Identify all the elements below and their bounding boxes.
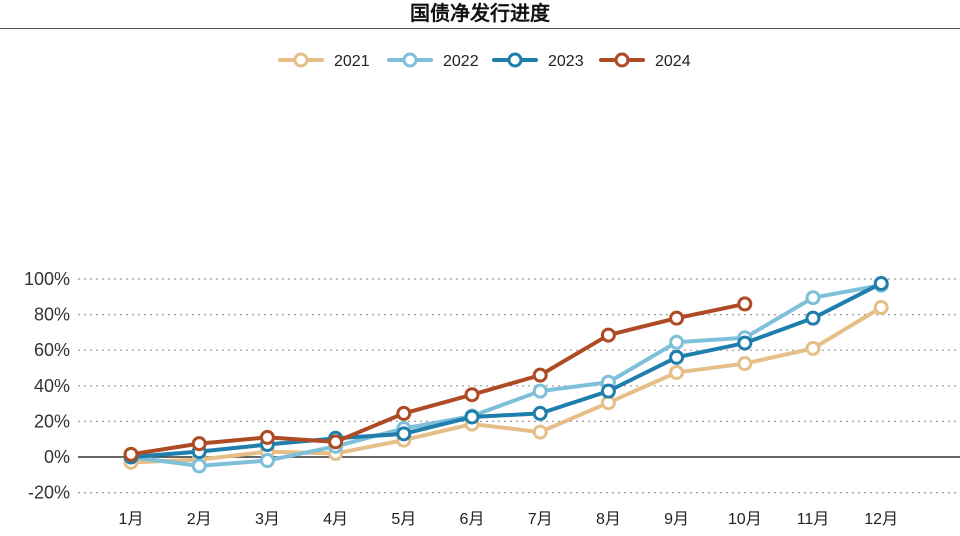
axis-layer: 100% 80% 60% 40% 20% 0% -20% 1月 2月 3月 4月 5月 6月 7月 8月 9月…: [24, 269, 898, 528]
legend-label: 2023: [548, 53, 584, 70]
x-tick-label: 10月: [728, 511, 762, 528]
data-point-2021: [532, 424, 548, 440]
series-layer: [123, 275, 889, 474]
data-point-2023: [396, 426, 412, 442]
legend-item-2021: 2021: [278, 52, 370, 70]
data-point-2023: [464, 409, 480, 425]
series-2024: [123, 296, 753, 462]
x-tick-label: 7月: [528, 511, 553, 528]
data-point-2022: [191, 458, 207, 474]
legend-marker-2023: [507, 52, 523, 68]
data-point-2024: [464, 387, 480, 403]
data-point-2022: [259, 453, 275, 469]
series-2022: [123, 277, 889, 474]
legend-marker-2021: [293, 52, 309, 68]
series-line-2024: [129, 301, 747, 457]
legend-item-2022: 2022: [387, 52, 479, 70]
data-point-2023: [669, 349, 685, 365]
data-point-2024: [737, 296, 753, 312]
data-point-2023: [737, 335, 753, 351]
y-tick-label: 0%: [44, 447, 70, 467]
y-tick-label: 40%: [34, 376, 70, 396]
x-tick-label: 2月: [187, 511, 212, 528]
data-point-2023: [805, 310, 821, 326]
x-tick-label: 8月: [596, 511, 621, 528]
data-point-2024: [191, 436, 207, 452]
x-tick-label: 3月: [255, 511, 280, 528]
x-tick-label: 11月: [797, 511, 830, 528]
data-point-2024: [532, 367, 548, 383]
legend-marker-2022: [402, 52, 418, 68]
x-tick-label: 9月: [664, 511, 689, 528]
legend-label: 2024: [655, 53, 691, 70]
data-point-2022: [669, 334, 685, 350]
series-line-2023: [129, 281, 884, 459]
data-point-2021: [737, 356, 753, 372]
data-point-2024: [123, 446, 139, 462]
data-point-2023: [532, 405, 548, 421]
legend-marker-2024: [614, 52, 630, 68]
data-point-2023: [600, 383, 616, 399]
legend-item-2024: 2024: [599, 52, 691, 70]
title-divider: [0, 28, 960, 29]
legend: 2021 2022 2023 2024: [278, 52, 691, 70]
y-tick-label: 20%: [34, 411, 70, 431]
data-point-2022: [532, 383, 548, 399]
data-point-2021: [669, 364, 685, 380]
data-point-2021: [805, 340, 821, 356]
x-tick-label: 6月: [460, 511, 485, 528]
x-tick-label: 1月: [119, 511, 144, 528]
legend-label: 2022: [443, 53, 479, 70]
data-point-2023: [873, 275, 889, 291]
series-line-2021: [129, 305, 884, 465]
chart-title: 国债净发行进度: [410, 1, 550, 25]
data-point-2021: [873, 299, 889, 315]
legend-item-2023: 2023: [492, 52, 584, 70]
y-tick-label: 80%: [34, 305, 70, 325]
y-tick-label: -20%: [28, 483, 70, 503]
x-tick-label: 12月: [864, 511, 898, 528]
x-tick-label: 5月: [391, 511, 416, 528]
x-tick-label: 4月: [323, 511, 348, 528]
data-point-2022: [805, 290, 821, 306]
data-point-2024: [328, 434, 344, 450]
data-point-2024: [669, 310, 685, 326]
y-tick-label: 60%: [34, 340, 70, 360]
series-2023: [123, 275, 889, 465]
legend-label: 2021: [334, 53, 370, 70]
data-point-2024: [259, 429, 275, 445]
data-point-2024: [600, 327, 616, 343]
series-line-2022: [129, 283, 884, 468]
data-point-2024: [396, 405, 412, 421]
y-tick-label: 100%: [24, 269, 70, 289]
